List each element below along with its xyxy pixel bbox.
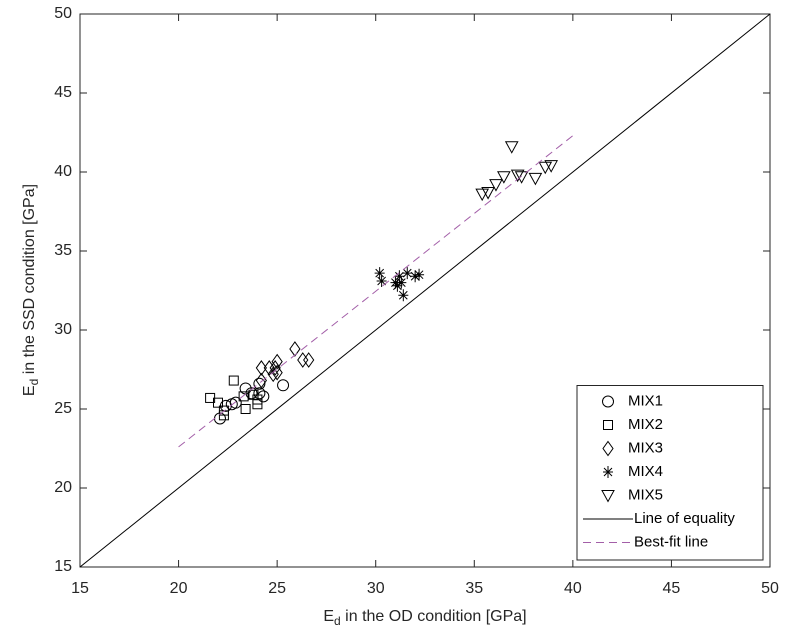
point xyxy=(303,352,315,368)
x-tick-label: 25 xyxy=(268,580,286,597)
x-tick-label: 20 xyxy=(170,580,188,597)
x-tick-label: 35 xyxy=(465,580,483,597)
legend-marker xyxy=(603,466,613,478)
point xyxy=(297,352,309,368)
point xyxy=(528,172,543,186)
point xyxy=(271,353,283,370)
point xyxy=(396,276,407,289)
point xyxy=(289,341,301,357)
point xyxy=(390,276,401,289)
legend: MIX1 MIX2 MIX3 MIX4 MIX5 Line of equality Best… xyxy=(576,385,764,561)
y-tick-label: 35 xyxy=(54,242,72,259)
y-tick-label: 25 xyxy=(54,400,72,417)
point xyxy=(410,270,421,283)
legend-marker xyxy=(602,395,614,408)
y-tick-label: 20 xyxy=(54,479,72,496)
legend-label: MIX5 xyxy=(628,486,663,503)
point xyxy=(398,289,409,302)
point xyxy=(228,375,239,386)
legend-label: Line of equality xyxy=(634,510,735,527)
point xyxy=(394,270,405,283)
point xyxy=(213,397,223,408)
x-tick-label: 15 xyxy=(71,580,89,597)
point xyxy=(510,169,525,183)
point xyxy=(475,188,490,202)
x-tick-label: 45 xyxy=(663,580,681,597)
point xyxy=(497,171,511,184)
y-tick-label: 40 xyxy=(54,163,72,180)
legend-label: MIX1 xyxy=(628,392,663,409)
point xyxy=(504,141,519,154)
x-tick-label: 50 xyxy=(761,580,779,597)
point xyxy=(538,161,553,175)
point xyxy=(544,160,559,173)
point xyxy=(414,268,425,281)
y-axis-label: Ed in the SSD condition [GPa] xyxy=(21,184,41,396)
point xyxy=(374,267,385,280)
point xyxy=(245,387,258,400)
point xyxy=(481,187,495,200)
point xyxy=(392,279,403,292)
point xyxy=(229,396,242,409)
point xyxy=(238,391,249,402)
reference-line xyxy=(178,135,574,448)
point xyxy=(271,364,283,381)
point xyxy=(402,267,413,280)
y-tick-label: 50 xyxy=(54,5,72,22)
x-axis-label: Ed in the OD condition [GPa] xyxy=(323,608,526,628)
x-tick-label: 30 xyxy=(367,580,385,597)
point xyxy=(255,360,267,376)
point xyxy=(263,360,275,376)
point xyxy=(277,379,290,392)
y-tick-label: 30 xyxy=(54,321,72,338)
y-tick-label: 15 xyxy=(54,558,72,575)
legend-label: Best-fit line xyxy=(634,533,708,550)
point xyxy=(253,387,266,400)
point xyxy=(489,179,503,192)
point xyxy=(253,377,266,390)
legend-label: MIX4 xyxy=(628,463,663,480)
reference-line xyxy=(79,13,771,568)
legend-label: MIX3 xyxy=(628,439,663,456)
legend-marker xyxy=(602,440,614,457)
x-tick-label: 40 xyxy=(564,580,582,597)
legend-marker xyxy=(603,420,613,430)
point xyxy=(376,275,387,288)
point xyxy=(255,372,267,389)
point xyxy=(240,404,251,414)
point xyxy=(514,171,529,184)
legend-marker xyxy=(601,490,615,503)
y-tick-label: 45 xyxy=(54,84,72,101)
point xyxy=(267,366,279,383)
point xyxy=(248,389,259,400)
legend-label: MIX2 xyxy=(628,416,663,433)
point xyxy=(269,360,281,376)
